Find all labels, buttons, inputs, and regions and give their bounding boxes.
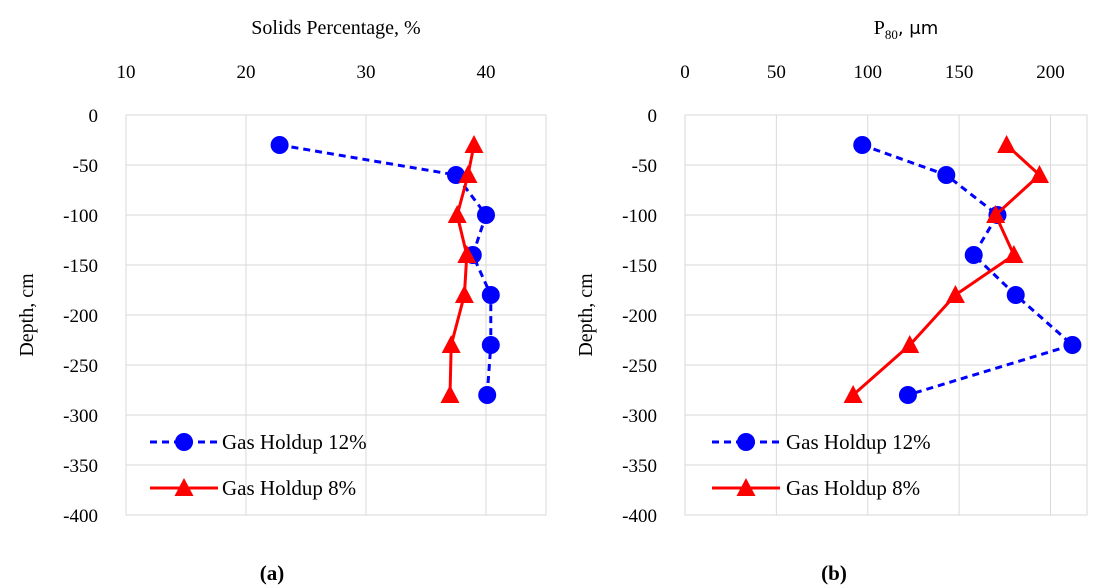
point-triangle-b: [945, 285, 965, 303]
legend-label-12-b: Gas Holdup 12%: [786, 430, 931, 454]
point-triangle-a: [464, 135, 484, 153]
y-axis-title-a: Depth, cm: [16, 273, 38, 357]
y-tick-label-b: -150: [622, 256, 657, 277]
legend-b: Gas Holdup 12% Gas Holdup 8%: [712, 430, 931, 500]
legend-marker-8-b: [736, 478, 756, 496]
y-tick-label-a: -200: [63, 306, 98, 327]
x-tick-label-b: 150: [945, 62, 974, 83]
point-circle-b: [964, 246, 983, 264]
y-tick-label-a: -50: [73, 156, 98, 177]
point-triangle-b: [1029, 165, 1049, 183]
panel-label-a: (a): [260, 561, 285, 585]
y-tick-label-a: -350: [63, 456, 98, 477]
point-triangle-a: [458, 165, 478, 183]
point-triangle-b: [843, 385, 863, 403]
y-tick-label-a: -100: [63, 206, 98, 227]
panel-b: 0 50 100 150 200 0 -50 -100 -150 -200 -250 -300 -350…: [575, 17, 1088, 585]
y-tick-label-b: -250: [622, 356, 657, 377]
x-tick-label-a: 30: [357, 62, 376, 83]
point-triangle-b: [986, 205, 1006, 223]
y-tick-label-a: -300: [63, 406, 98, 427]
point-circle-b: [898, 386, 917, 404]
y-tick-label-b: -50: [632, 156, 657, 177]
gridlines-a: [125, 114, 546, 516]
point-triangle-a: [440, 385, 460, 403]
y-tick-label-b: 0: [648, 106, 658, 127]
y-axis-title-b: Depth, cm: [575, 273, 597, 357]
point-circle-b: [937, 166, 956, 184]
legend-marker-8-a: [174, 478, 194, 496]
x-tick-label-b: 50: [767, 62, 786, 83]
x-axis-title-b-sub: 80: [885, 27, 898, 42]
legend-label-12-a: Gas Holdup 12%: [222, 430, 367, 454]
point-circle-b: [1006, 286, 1025, 304]
legend-marker-12-b: [737, 433, 755, 451]
point-triangle-a: [441, 335, 461, 353]
panel-label-b: (b): [821, 561, 847, 585]
x-axis-title-b-rest: , μm: [898, 18, 938, 39]
y-tick-label-b: -350: [622, 456, 657, 477]
y-tick-label-a: -250: [63, 356, 98, 377]
y-tick-label-b: -400: [622, 506, 657, 527]
tick-labels-b: 0 50 100 150 200 0 -50 -100 -150 -200 -250 -300 -350…: [622, 62, 1065, 527]
point-circle-a: [481, 286, 500, 304]
point-circle-a: [270, 136, 289, 154]
x-axis-title-b: P80, μm: [874, 17, 939, 42]
point-triangle-a: [457, 245, 477, 263]
point-triangle-b: [900, 335, 920, 353]
x-tick-label-b: 0: [680, 62, 690, 83]
x-tick-label-a: 40: [477, 62, 496, 83]
x-tick-label-b: 200: [1036, 62, 1065, 83]
point-circle-b: [853, 136, 872, 154]
point-circle-a: [478, 386, 497, 404]
y-tick-label-a: 0: [89, 106, 99, 127]
tick-labels-a: 10 20 30 40 0 -50 -100 -150 -200 -250 -300 -350 -400: [63, 62, 495, 527]
legend-marker-12-a: [175, 433, 193, 451]
y-tick-label-a: -150: [63, 256, 98, 277]
point-triangle-b: [997, 135, 1017, 153]
y-tick-label-b: -200: [622, 306, 657, 327]
y-tick-label-b: -300: [622, 406, 657, 427]
x-axis-title-b-main: P: [874, 17, 885, 39]
point-circle-a: [481, 336, 500, 354]
series-layer-b: [843, 135, 1082, 404]
point-triangle-a: [447, 205, 467, 223]
point-triangle-b: [1004, 245, 1024, 263]
x-tick-label-a: 10: [117, 62, 136, 83]
point-triangle-a: [454, 285, 474, 303]
x-tick-label-a: 20: [237, 62, 256, 83]
legend-label-8-b: Gas Holdup 8%: [786, 476, 920, 500]
point-circle-a: [477, 206, 495, 224]
gridlines-b: [684, 114, 1087, 516]
legend-a: Gas Holdup 12% Gas Holdup 8%: [150, 430, 367, 500]
x-axis-title-a: Solids Percentage, %: [251, 17, 420, 39]
series-layer-a: [270, 135, 500, 404]
point-circle-b: [1063, 336, 1082, 354]
legend-label-8-a: Gas Holdup 8%: [222, 476, 356, 500]
y-tick-label-a: -400: [63, 506, 98, 527]
y-tick-label-b: -100: [622, 206, 657, 227]
x-tick-label-b: 100: [853, 62, 882, 83]
panel-a: 10 20 30 40 0 -50 -100 -150 -200 -250 -300 -350 -400…: [16, 17, 547, 585]
